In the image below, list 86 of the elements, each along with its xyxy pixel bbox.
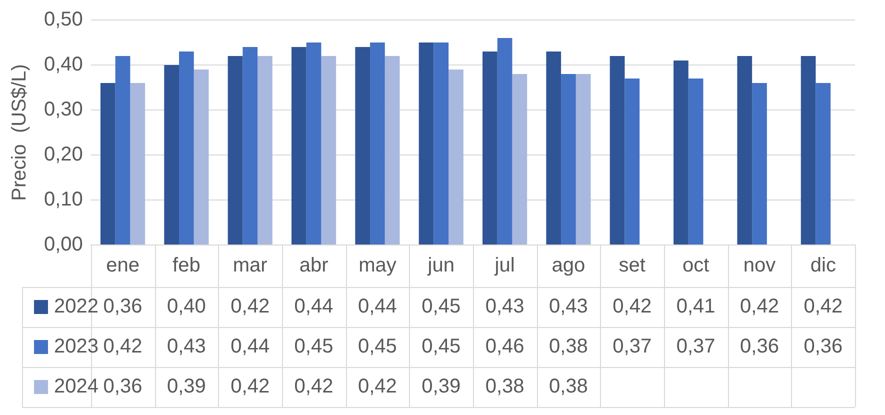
bar <box>546 52 562 244</box>
x-tick-label: abr <box>299 254 329 277</box>
bar <box>355 47 370 244</box>
data-label: 0,43 <box>549 296 588 318</box>
x-tick-label: feb <box>172 254 200 277</box>
bar <box>576 74 591 244</box>
bar <box>291 47 306 244</box>
bar <box>610 56 625 244</box>
bar <box>258 56 272 244</box>
bar <box>434 42 449 244</box>
data-label: 0,37 <box>676 336 716 358</box>
data-label: 0,43 <box>485 296 524 318</box>
data-label: 0,42 <box>294 376 334 398</box>
data-label: 0,46 <box>485 336 524 358</box>
x-tick-label: oct <box>682 254 710 277</box>
bar <box>130 83 146 244</box>
bar <box>448 70 464 244</box>
bar <box>482 52 498 244</box>
bar <box>800 56 816 244</box>
bar <box>242 47 258 244</box>
bar <box>752 83 767 244</box>
bar <box>100 83 116 244</box>
y-tick-label: 0,40 <box>44 54 83 76</box>
bar <box>816 83 831 244</box>
y-tick-label: 0,50 <box>44 8 83 31</box>
data-label: 0,36 <box>103 376 142 398</box>
data-label: 0,42 <box>740 296 779 318</box>
data-label: 0,39 <box>166 376 206 398</box>
x-tick-label: set <box>618 254 646 277</box>
bar <box>115 56 130 244</box>
x-tick-label: dic <box>810 254 836 277</box>
bar <box>561 74 576 244</box>
data-label: 0,45 <box>422 296 461 318</box>
data-label: 0,45 <box>294 336 334 358</box>
data-label: 0,41 <box>676 296 716 318</box>
bar <box>624 78 640 244</box>
y-tick-label: 0,00 <box>44 234 83 256</box>
data-label: 0,36 <box>103 296 142 318</box>
bar <box>194 70 209 244</box>
bar <box>512 74 528 244</box>
bar <box>674 60 688 244</box>
bar <box>737 56 752 244</box>
data-label: 0,36 <box>804 336 843 358</box>
data-label: 0,45 <box>422 336 461 358</box>
x-tick-label: jul <box>494 254 515 277</box>
y-tick-label: 0,10 <box>44 188 83 211</box>
x-tick-label: nov <box>743 254 776 277</box>
bar <box>497 38 512 244</box>
data-label: 0,44 <box>294 296 334 318</box>
x-tick-label: ago <box>552 254 586 277</box>
bar <box>370 42 385 244</box>
data-label: 0,42 <box>804 296 843 318</box>
y-axis-title: Precio (US$/L) <box>8 64 31 201</box>
data-label: 0,37 <box>612 336 652 358</box>
data-label: 0,42 <box>358 376 397 398</box>
data-label: 0,38 <box>485 376 524 398</box>
bar <box>228 56 243 244</box>
x-tick-label: jun <box>426 254 454 277</box>
bar <box>418 42 434 244</box>
bar <box>164 65 180 244</box>
x-tick-label: may <box>358 254 396 277</box>
data-label: 0,42 <box>230 296 270 318</box>
data-label: 0,42 <box>612 296 652 318</box>
bar <box>179 52 194 244</box>
y-tick-label: 0,30 <box>44 98 83 121</box>
bar <box>688 78 704 244</box>
legend-label: 2023 <box>54 336 98 358</box>
data-label: 0,44 <box>358 296 397 318</box>
data-label: 0,42 <box>230 376 270 398</box>
data-label: 0,42 <box>103 336 142 358</box>
data-label: 0,45 <box>358 336 397 358</box>
y-tick-label: 0,20 <box>44 144 83 166</box>
x-tick-label: ene <box>106 254 140 277</box>
bar <box>306 42 322 244</box>
x-tick-label: mar <box>232 254 268 277</box>
bar <box>384 56 400 244</box>
bar <box>321 56 336 244</box>
data-label: 0,39 <box>422 376 461 398</box>
legend-label: 2022 <box>54 296 98 318</box>
data-label: 0,40 <box>166 296 206 318</box>
legend-label: 2024 <box>54 376 98 398</box>
data-label: 0,44 <box>230 336 270 358</box>
data-label: 0,38 <box>549 336 588 358</box>
data-label: 0,43 <box>166 336 206 358</box>
data-label: 0,36 <box>740 336 779 358</box>
data-label: 0,38 <box>549 376 588 398</box>
